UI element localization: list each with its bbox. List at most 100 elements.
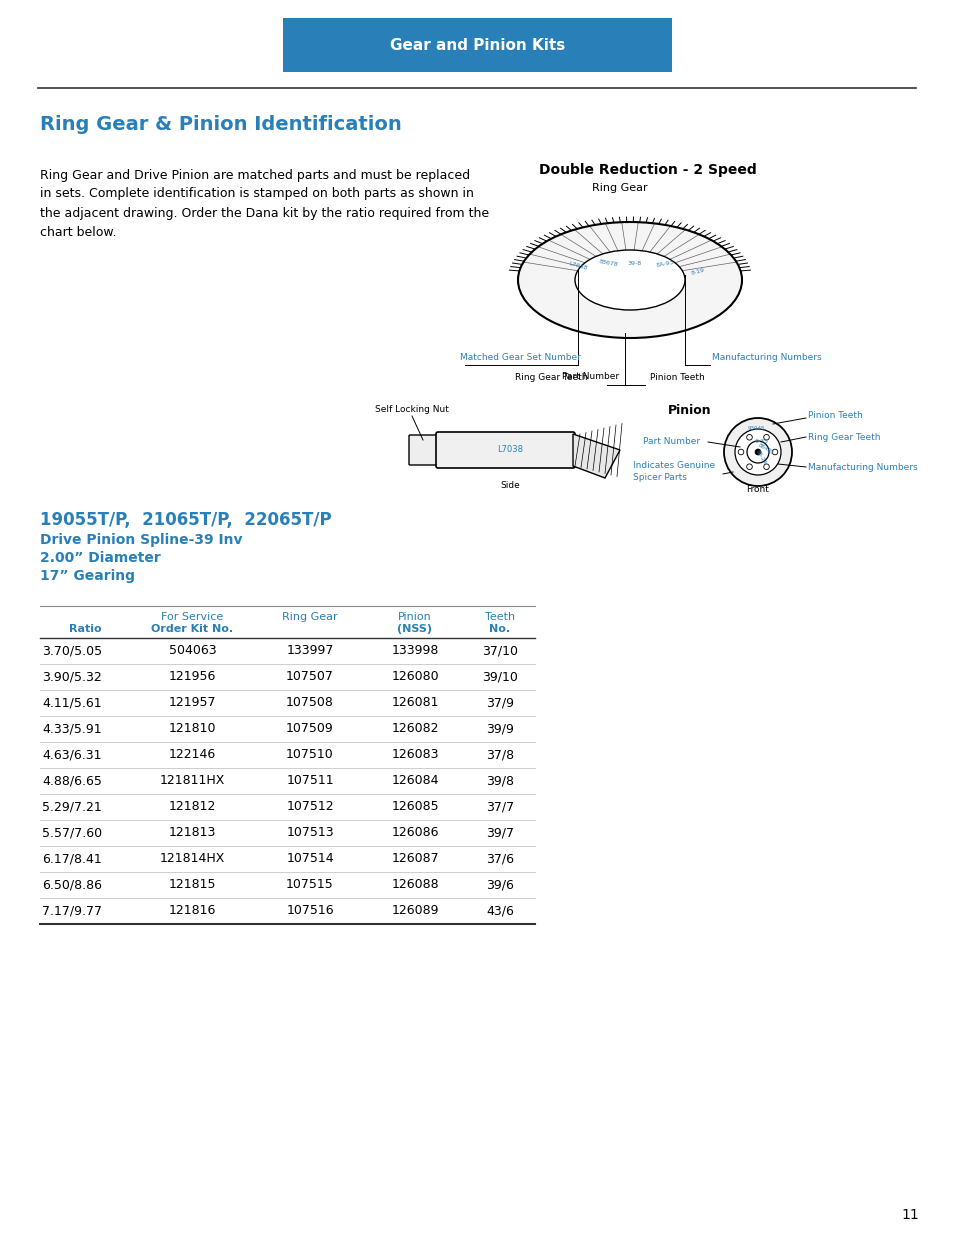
Text: 107514: 107514: [286, 852, 334, 866]
Circle shape: [763, 464, 768, 469]
Text: 133997: 133997: [286, 645, 334, 657]
Text: Self Locking Nut: Self Locking Nut: [375, 405, 449, 415]
Text: 39/7: 39/7: [485, 826, 514, 840]
Text: 107513: 107513: [286, 826, 334, 840]
Text: 107508: 107508: [286, 697, 334, 709]
Text: 133998: 133998: [391, 645, 438, 657]
Text: 37/7: 37/7: [485, 800, 514, 814]
Text: 39/6: 39/6: [485, 878, 514, 892]
Text: in sets. Complete identification is stamped on both parts as shown in: in sets. Complete identification is stam…: [40, 188, 474, 200]
Text: EA-93: EA-93: [655, 259, 674, 268]
Text: 126087: 126087: [391, 852, 438, 866]
Text: 6.50/8.86: 6.50/8.86: [42, 878, 102, 892]
Text: 93045: 93045: [746, 426, 764, 431]
Text: 107507: 107507: [286, 671, 334, 683]
Text: 3.90/5.32: 3.90/5.32: [42, 671, 102, 683]
Text: 504063: 504063: [169, 645, 216, 657]
Ellipse shape: [517, 222, 741, 338]
Circle shape: [746, 464, 752, 469]
Text: 6.17/8.41: 6.17/8.41: [42, 852, 102, 866]
Text: 107515: 107515: [286, 878, 334, 892]
Text: 39/9: 39/9: [485, 722, 514, 736]
Text: 4.33/5.91: 4.33/5.91: [42, 722, 102, 736]
Text: 126080: 126080: [391, 671, 438, 683]
Text: Ring Gear: Ring Gear: [592, 183, 647, 193]
Text: 126088: 126088: [391, 878, 438, 892]
Text: the adjacent drawing. Order the Dana kit by the ratio required from the: the adjacent drawing. Order the Dana kit…: [40, 206, 489, 220]
Text: Indicates Genuine: Indicates Genuine: [633, 461, 715, 471]
Text: 107512: 107512: [286, 800, 334, 814]
Text: 107511: 107511: [286, 774, 334, 788]
Ellipse shape: [575, 249, 684, 310]
Text: Ring Gear Teeth: Ring Gear Teeth: [807, 432, 880, 441]
FancyBboxPatch shape: [436, 432, 575, 468]
Text: 11: 11: [901, 1208, 918, 1221]
Text: Pinion: Pinion: [397, 613, 432, 622]
Polygon shape: [573, 433, 619, 478]
Text: 4.88/6.65: 4.88/6.65: [42, 774, 102, 788]
Text: No.: No.: [489, 624, 510, 634]
Text: 43/6: 43/6: [485, 904, 514, 918]
Text: Front: Front: [746, 485, 769, 494]
Text: Pinion Teeth: Pinion Teeth: [807, 410, 862, 420]
Text: 5.29/7.21: 5.29/7.21: [42, 800, 102, 814]
Text: 126085: 126085: [391, 800, 438, 814]
Text: Side: Side: [499, 480, 519, 490]
Text: 121812: 121812: [169, 800, 216, 814]
Text: 37/10: 37/10: [481, 645, 517, 657]
Text: Part Number: Part Number: [642, 437, 700, 447]
Text: 107510: 107510: [286, 748, 334, 762]
Text: 126083: 126083: [391, 748, 438, 762]
Text: For Service: For Service: [161, 613, 223, 622]
Text: Ring Gear & Pinion Identification: Ring Gear & Pinion Identification: [40, 116, 401, 135]
Text: 17” Gearing: 17” Gearing: [40, 569, 135, 583]
Text: 126086: 126086: [391, 826, 438, 840]
Text: Ring Gear: Ring Gear: [282, 613, 337, 622]
Text: 126081: 126081: [391, 697, 438, 709]
Text: 5.57/7.60: 5.57/7.60: [42, 826, 102, 840]
Circle shape: [754, 450, 760, 454]
Text: 107509: 107509: [286, 722, 334, 736]
Text: 88-24: 88-24: [754, 448, 766, 466]
Text: 121814HX: 121814HX: [160, 852, 225, 866]
Text: 8-19: 8-19: [690, 268, 704, 275]
Text: 121816: 121816: [169, 904, 216, 918]
Text: L7038: L7038: [497, 446, 522, 454]
Circle shape: [734, 429, 781, 475]
Text: Drive Pinion Spline-39 Inv: Drive Pinion Spline-39 Inv: [40, 534, 242, 547]
Text: Gear and Pinion Kits: Gear and Pinion Kits: [390, 37, 564, 53]
Text: Ring Gear Teeth: Ring Gear Teeth: [515, 373, 587, 382]
Text: Spicer Parts: Spicer Parts: [633, 473, 686, 482]
Circle shape: [746, 441, 768, 463]
Text: (NSS): (NSS): [397, 624, 432, 634]
Text: 126084: 126084: [391, 774, 438, 788]
Text: Ratio: Ratio: [69, 624, 101, 634]
Text: 19055T/P,  21065T/P,  22065T/P: 19055T/P, 21065T/P, 22065T/P: [40, 511, 332, 529]
Text: 37/9: 37/9: [485, 697, 514, 709]
Circle shape: [738, 450, 743, 454]
Text: 88678: 88678: [598, 258, 618, 267]
Text: 7.17/9.77: 7.17/9.77: [42, 904, 102, 918]
Text: Manufacturing Numbers: Manufacturing Numbers: [711, 353, 821, 362]
Circle shape: [763, 435, 768, 440]
Text: 4.11/5.61: 4.11/5.61: [42, 697, 102, 709]
Text: 121815: 121815: [169, 878, 216, 892]
Text: Pinion Teeth: Pinion Teeth: [649, 373, 704, 382]
Text: 37/6: 37/6: [485, 852, 514, 866]
Circle shape: [723, 417, 791, 487]
Text: 107516: 107516: [286, 904, 334, 918]
Text: 39/8: 39/8: [485, 774, 514, 788]
Text: 6-35: 6-35: [754, 438, 768, 445]
Text: 4.63/6.31: 4.63/6.31: [42, 748, 101, 762]
Circle shape: [771, 450, 777, 454]
Text: Teeth: Teeth: [484, 613, 515, 622]
Text: 2.00” Diameter: 2.00” Diameter: [40, 551, 161, 564]
Text: 39/10: 39/10: [481, 671, 517, 683]
Text: 126082: 126082: [391, 722, 438, 736]
Text: 121956: 121956: [169, 671, 216, 683]
Text: 121957: 121957: [169, 697, 216, 709]
FancyBboxPatch shape: [409, 435, 436, 466]
Circle shape: [746, 435, 752, 440]
Text: 39-8: 39-8: [627, 261, 641, 266]
Bar: [283, 19, 671, 72]
